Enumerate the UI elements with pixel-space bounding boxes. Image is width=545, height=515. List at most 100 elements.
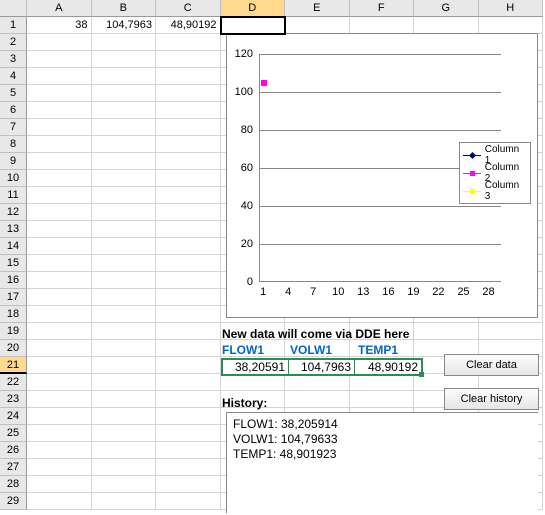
cell[interactable]: [156, 408, 221, 425]
cell[interactable]: [92, 306, 157, 323]
cell[interactable]: [350, 374, 415, 391]
cell[interactable]: [27, 493, 92, 510]
cell[interactable]: [156, 323, 221, 340]
row-header[interactable]: 6: [0, 102, 27, 119]
cell[interactable]: [92, 170, 157, 187]
cell[interactable]: [92, 425, 157, 442]
cell[interactable]: [92, 323, 157, 340]
row-header[interactable]: 10: [0, 170, 27, 187]
cell[interactable]: [92, 459, 157, 476]
cell[interactable]: [92, 272, 157, 289]
column-header[interactable]: A: [27, 0, 92, 17]
cell[interactable]: [92, 374, 157, 391]
cell[interactable]: [479, 17, 544, 34]
cell[interactable]: [156, 187, 221, 204]
row-header[interactable]: 3: [0, 51, 27, 68]
cell[interactable]: [285, 17, 350, 34]
row-header[interactable]: 24: [0, 408, 27, 425]
cell[interactable]: 38: [27, 17, 92, 34]
cell[interactable]: [92, 493, 157, 510]
row-header[interactable]: 8: [0, 136, 27, 153]
cell[interactable]: [27, 187, 92, 204]
cell[interactable]: [27, 238, 92, 255]
cell[interactable]: [156, 221, 221, 238]
column-header[interactable]: C: [156, 0, 221, 17]
row-header[interactable]: 4: [0, 68, 27, 85]
cell[interactable]: [92, 408, 157, 425]
column-header[interactable]: H: [479, 0, 544, 17]
cell[interactable]: [27, 459, 92, 476]
cell[interactable]: [92, 187, 157, 204]
cell[interactable]: [156, 374, 221, 391]
row-header[interactable]: 17: [0, 289, 27, 306]
cell[interactable]: [92, 136, 157, 153]
cell[interactable]: [92, 255, 157, 272]
row-header[interactable]: 28: [0, 476, 27, 493]
row-header[interactable]: 23: [0, 391, 27, 408]
cell[interactable]: [92, 204, 157, 221]
column-header[interactable]: B: [92, 0, 157, 17]
cell[interactable]: [27, 102, 92, 119]
row-header[interactable]: 13: [0, 221, 27, 238]
row-header[interactable]: 29: [0, 493, 27, 510]
cell[interactable]: [27, 68, 92, 85]
row-header[interactable]: 7: [0, 119, 27, 136]
cell[interactable]: [156, 153, 221, 170]
cell[interactable]: [27, 255, 92, 272]
cell[interactable]: [27, 153, 92, 170]
cell[interactable]: [92, 85, 157, 102]
cell[interactable]: [92, 51, 157, 68]
row-header[interactable]: 16: [0, 272, 27, 289]
dde-value-cell[interactable]: 48,90192: [355, 360, 421, 374]
cell[interactable]: [27, 340, 92, 357]
cell[interactable]: [350, 391, 415, 408]
row-header[interactable]: 11: [0, 187, 27, 204]
row-header[interactable]: 21: [0, 357, 27, 374]
cell[interactable]: [156, 102, 221, 119]
cell[interactable]: [27, 221, 92, 238]
cell[interactable]: 104,7963: [92, 17, 157, 34]
cell[interactable]: [221, 17, 286, 34]
dde-value-cell[interactable]: 104,7963: [289, 360, 355, 374]
cell[interactable]: [92, 442, 157, 459]
cell[interactable]: [27, 136, 92, 153]
row-header[interactable]: 5: [0, 85, 27, 102]
cell[interactable]: [156, 357, 221, 374]
cell[interactable]: [27, 306, 92, 323]
cell[interactable]: [156, 238, 221, 255]
row-header[interactable]: 14: [0, 238, 27, 255]
cell[interactable]: [156, 136, 221, 153]
cell[interactable]: [285, 391, 350, 408]
row-header[interactable]: 9: [0, 153, 27, 170]
column-header[interactable]: G: [414, 0, 479, 17]
cell[interactable]: [92, 357, 157, 374]
cell[interactable]: [27, 374, 92, 391]
cell[interactable]: [156, 34, 221, 51]
cell[interactable]: [156, 289, 221, 306]
cell[interactable]: [414, 17, 479, 34]
cell[interactable]: [27, 442, 92, 459]
cell[interactable]: [92, 34, 157, 51]
cell[interactable]: 48,90192: [156, 17, 221, 34]
column-header[interactable]: E: [285, 0, 350, 17]
cell[interactable]: [156, 476, 221, 493]
cell[interactable]: [92, 102, 157, 119]
corner-cell[interactable]: [0, 0, 27, 17]
cell[interactable]: [92, 153, 157, 170]
cell[interactable]: [27, 408, 92, 425]
row-header[interactable]: 12: [0, 204, 27, 221]
cell[interactable]: [156, 119, 221, 136]
cell[interactable]: [156, 442, 221, 459]
cell[interactable]: [92, 119, 157, 136]
cell[interactable]: [156, 204, 221, 221]
cell[interactable]: [27, 85, 92, 102]
row-header[interactable]: 1: [0, 17, 27, 34]
cell[interactable]: [156, 85, 221, 102]
dde-values-selection[interactable]: 38,20591104,796348,90192: [221, 358, 423, 376]
cell[interactable]: [92, 476, 157, 493]
cell[interactable]: [92, 68, 157, 85]
cell[interactable]: [27, 119, 92, 136]
cell[interactable]: [285, 374, 350, 391]
cell[interactable]: [92, 238, 157, 255]
cell[interactable]: [27, 323, 92, 340]
